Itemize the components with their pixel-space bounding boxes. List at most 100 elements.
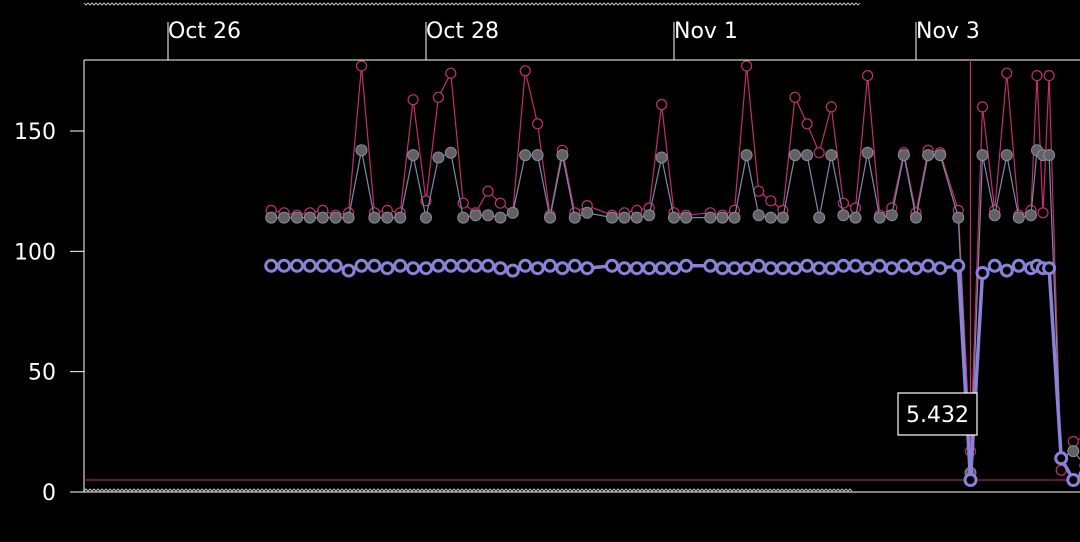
data-point xyxy=(861,146,874,159)
data-point xyxy=(988,209,1001,222)
data-point xyxy=(328,258,343,273)
tooltip: 5.432 xyxy=(897,392,978,436)
y-tick-label: 50 xyxy=(28,361,56,386)
data-point xyxy=(556,149,569,162)
data-point xyxy=(668,211,680,224)
data-point xyxy=(506,206,519,219)
data-point xyxy=(1067,435,1079,448)
data-point xyxy=(494,211,507,224)
data-point xyxy=(354,258,369,273)
data-point xyxy=(716,211,729,224)
data-point xyxy=(872,258,887,273)
data-point xyxy=(606,211,618,224)
data-point xyxy=(776,211,789,224)
data-point xyxy=(976,149,989,162)
data-point xyxy=(407,94,419,106)
data-point xyxy=(381,211,394,224)
data-point xyxy=(264,258,279,273)
data-point xyxy=(952,211,965,224)
data-point xyxy=(342,211,355,224)
data-point xyxy=(728,211,741,224)
data-point xyxy=(432,91,444,103)
zigzag-top-border xyxy=(83,2,861,6)
data-point xyxy=(580,261,595,276)
data-point xyxy=(630,211,643,224)
data-point xyxy=(1067,445,1080,458)
data-point xyxy=(567,258,582,273)
data-point xyxy=(976,101,989,113)
series-layer xyxy=(264,60,1080,487)
data-point xyxy=(909,261,923,276)
data-point xyxy=(290,258,304,273)
data-point xyxy=(482,185,494,197)
data-point xyxy=(329,211,342,224)
series-series_b xyxy=(265,144,1080,479)
data-point xyxy=(355,144,368,157)
data-point xyxy=(544,211,556,224)
data-point xyxy=(825,101,837,113)
data-point xyxy=(1066,473,1080,487)
data-point xyxy=(456,258,471,273)
data-point xyxy=(355,60,368,72)
data-point xyxy=(896,258,911,273)
data-point xyxy=(765,195,777,207)
data-point xyxy=(291,211,303,224)
data-point xyxy=(380,261,395,276)
data-point xyxy=(934,149,947,162)
data-point xyxy=(530,261,545,276)
data-point xyxy=(265,211,278,224)
data-point xyxy=(667,261,681,276)
data-point xyxy=(617,261,632,276)
data-point xyxy=(873,211,886,224)
data-point xyxy=(837,209,850,222)
data-point xyxy=(457,211,470,224)
data-point xyxy=(897,149,910,162)
data-point xyxy=(505,263,520,278)
data-point xyxy=(763,261,778,276)
zigzag-path xyxy=(83,2,861,6)
data-point xyxy=(789,149,801,162)
data-point xyxy=(278,211,291,224)
data-point xyxy=(1011,258,1026,273)
data-point xyxy=(740,149,753,162)
data-point xyxy=(618,211,631,224)
series-series_c xyxy=(264,258,1080,487)
data-point xyxy=(341,263,356,278)
data-point xyxy=(1012,211,1025,224)
series-line xyxy=(271,149,1080,474)
data-point xyxy=(764,211,777,224)
data-point xyxy=(543,258,557,273)
x-tick-label: Nov 3 xyxy=(916,19,980,44)
data-point xyxy=(800,258,815,273)
data-point xyxy=(727,261,742,276)
data-point xyxy=(813,147,825,159)
data-point xyxy=(921,258,936,273)
data-point xyxy=(1025,209,1037,222)
data-point xyxy=(1043,69,1055,82)
data-point xyxy=(629,261,644,276)
data-point xyxy=(1037,207,1049,219)
data-point xyxy=(715,261,730,276)
data-point xyxy=(885,209,898,222)
data-point xyxy=(775,261,790,276)
data-point xyxy=(555,261,570,276)
tooltip-box xyxy=(897,392,978,436)
data-point xyxy=(568,211,581,224)
data-point xyxy=(751,258,766,273)
data-point xyxy=(1001,67,1013,79)
data-point xyxy=(788,261,802,276)
data-point xyxy=(849,211,862,224)
data-point xyxy=(789,91,801,103)
data-point xyxy=(302,258,317,273)
data-point xyxy=(303,211,316,224)
data-point xyxy=(825,149,838,162)
data-point xyxy=(975,266,990,280)
x-tick-label: Oct 26 xyxy=(168,19,241,44)
data-point xyxy=(1054,451,1069,466)
data-point xyxy=(277,258,292,273)
data-point xyxy=(824,261,839,276)
data-point xyxy=(443,258,458,273)
data-point xyxy=(703,258,718,273)
data-point xyxy=(367,258,382,273)
data-point xyxy=(848,258,863,273)
